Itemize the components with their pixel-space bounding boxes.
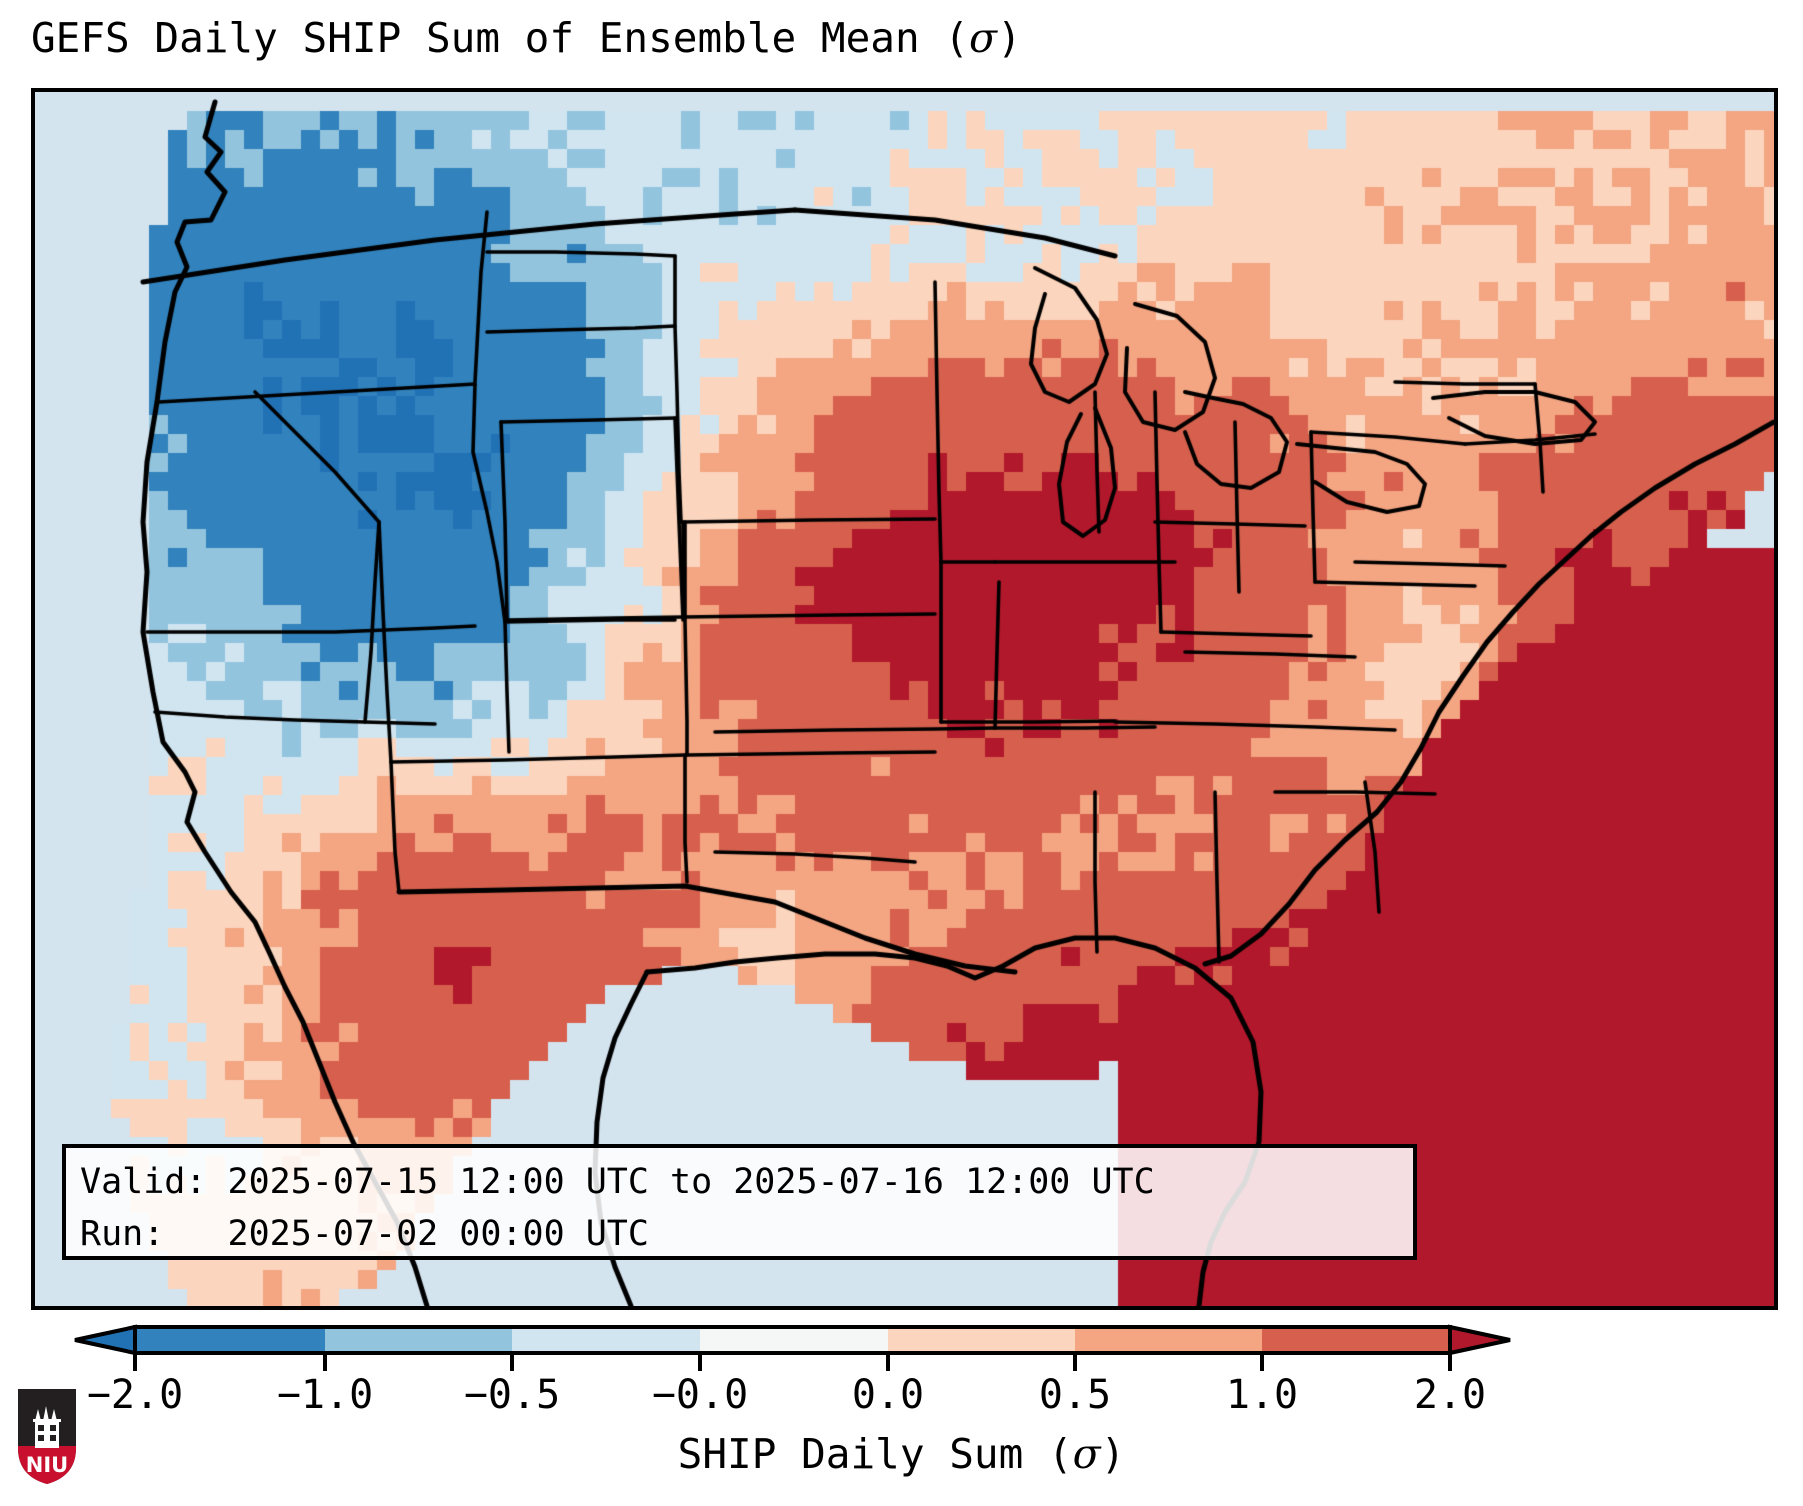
niu-logo-text: NIU: [26, 1453, 68, 1477]
run-time-line: Run: 2025-07-02 00:00 UTC: [80, 1214, 649, 1254]
ship-anomaly-heatmap: [35, 92, 1774, 1306]
colorbar-tick-label: 0.5: [1038, 1372, 1112, 1418]
colorbar-segment: [512, 1327, 700, 1353]
colorbar-tick-label: −2.0: [86, 1372, 184, 1418]
colorbar-tick-label: −0.0: [651, 1372, 749, 1418]
colorbar-segment: [135, 1327, 325, 1353]
sigma-glyph: σ: [969, 14, 997, 62]
colorbar-axis-label-tail: ): [1100, 1430, 1126, 1478]
colorbar-segment: [888, 1327, 1075, 1353]
valid-time-line: Valid: 2025-07-15 12:00 UTC to 2025-07-1…: [80, 1162, 1155, 1202]
niu-logo: NIU: [18, 1389, 76, 1484]
page-title-text: GEFS Daily SHIP Sum of Ensemble Mean (: [31, 14, 969, 62]
colorbar-segment: [1075, 1327, 1262, 1353]
colorbar-svg: [74, 1324, 1511, 1371]
colorbar-axis-label: SHIP Daily Sum (σ): [0, 1430, 1803, 1478]
colorbar-segment: [1262, 1327, 1450, 1353]
page-title-tail: ): [997, 14, 1022, 62]
map-panel: [31, 88, 1778, 1310]
colorbar-tick-label: 1.0: [1225, 1372, 1299, 1418]
colorbar-segment: [700, 1327, 888, 1353]
colorbar-over-arrow: [1448, 1324, 1511, 1356]
colorbar-tick-label: −0.5: [463, 1372, 561, 1418]
forecast-info-box: Valid: 2025-07-15 12:00 UTC to 2025-07-1…: [62, 1144, 1417, 1260]
colorbar-tick-label: 2.0: [1413, 1372, 1487, 1418]
sigma-glyph-colorbar: σ: [1072, 1430, 1101, 1478]
colorbar: [0, 1315, 1803, 1375]
colorbar-tick-label: −1.0: [276, 1372, 374, 1418]
colorbar-tick-label: 0.0: [851, 1372, 925, 1418]
colorbar-tick-labels: −2.0 −1.0 −0.5 −0.0 0.0 0.5 1.0 2.0: [0, 1372, 1803, 1428]
colorbar-segment: [325, 1327, 512, 1353]
colorbar-axis-label-text: SHIP Daily Sum (: [677, 1430, 1073, 1478]
colorbar-outline: [133, 1325, 1452, 1355]
colorbar-under-arrow: [74, 1324, 137, 1356]
page-title: GEFS Daily SHIP Sum of Ensemble Mean (σ): [31, 14, 1022, 62]
